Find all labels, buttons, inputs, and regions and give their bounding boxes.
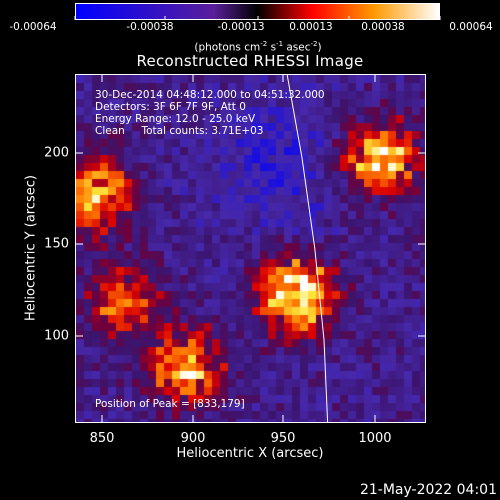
y-axis-label: Heliocentric Y (arcsec) [23,175,39,321]
heatmap-image [76,75,425,422]
colorbar-tick: 0.00038 [361,21,405,33]
image-plot: 30-Dec-2014 04:48:12.000 to 04:51:32.000… [75,74,426,423]
solar-limb-line [286,75,329,422]
colorbar-units: (photons cm-2 s-1 asec-2) [194,40,322,54]
colorbar-tick: 0.00064 [449,21,493,33]
colorbar-tick: -0.00013 [217,21,265,33]
detectors-text: Detectors: 3F 6F 7F 9F, Att 0 [95,101,246,113]
colorbar-tick: 0.00013 [289,21,333,33]
peak-position-text: Position of Peak = [833,179] [95,398,245,410]
x-tick-label: 850 [89,431,115,446]
y-tick-label: 100 [44,328,69,344]
energy-range-text: Energy Range: 12.0 - 25.0 keV [95,113,256,125]
x-tick-label: 900 [180,431,206,446]
colorbar-tick: -0.00064 [9,21,57,33]
timestamp: 21-May-2022 04:01 [359,482,497,498]
clean-counts-text: Clean Total counts: 3.71E+03 [95,125,264,137]
x-tick-label: 950 [270,431,296,446]
x-axis-label: Heliocentric X (arcsec) [176,446,324,461]
time-range-text: 30-Dec-2014 04:48:12.000 to 04:51:32.000 [95,89,325,101]
chart-title: Reconstructed RHESSI Image [136,52,364,70]
colorbar-tick: -0.00038 [126,21,174,33]
limb-curve [286,75,329,422]
y-tick-label: 200 [44,145,69,161]
y-tick-label: 150 [44,236,69,252]
x-tick-label: 1000 [358,431,392,446]
